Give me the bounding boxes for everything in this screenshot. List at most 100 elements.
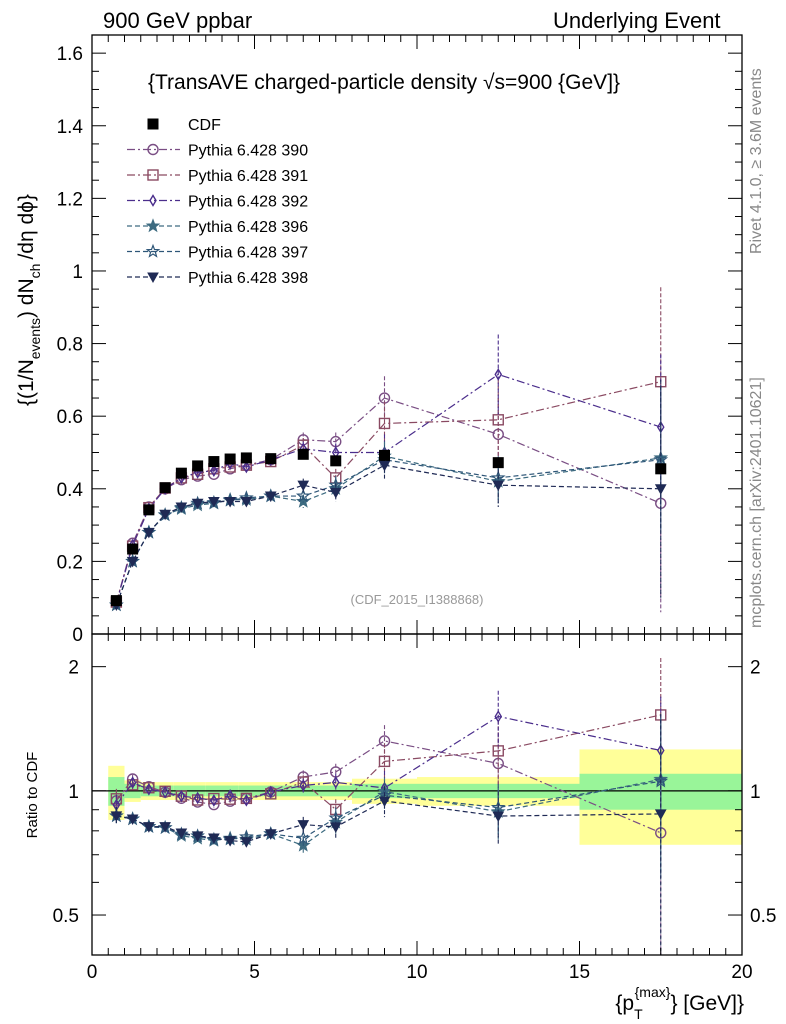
data-point: [126, 814, 139, 826]
x-tick-label: 20: [731, 962, 752, 983]
data-point: [378, 417, 391, 430]
data-point: [224, 836, 236, 847]
analysis-tag: (CDF_2015_I1388868): [351, 592, 484, 607]
data-point: [147, 143, 159, 156]
series-pythia-6.428-390: [110, 376, 667, 613]
data-point: [143, 822, 155, 833]
data-point: [242, 793, 251, 807]
ratio-series-pythia-6.428-398: [110, 713, 667, 955]
legend-label: Pythia 6.428 397: [188, 245, 308, 262]
data-point: [330, 455, 342, 467]
legend-entry: Pythia 6.428 396: [127, 218, 308, 236]
data-point: [295, 493, 311, 508]
data-point: [329, 487, 342, 499]
legend-label: Pythia 6.428 396: [188, 219, 308, 236]
series-cdf: [110, 448, 667, 607]
data-point: [297, 480, 310, 492]
header-left: 900 GeV ppbar: [103, 8, 253, 33]
x-axis-label: {pT{max}} [GeV]}: [615, 984, 744, 1022]
legend-entry: Pythia 6.428 392: [127, 194, 308, 211]
data-point: [224, 453, 236, 465]
data-point: [161, 785, 169, 799]
legend-entry: Pythia 6.428 398: [127, 270, 308, 287]
data-point: [240, 452, 252, 464]
y-tick-label: 0.2: [57, 552, 83, 573]
legend-entry: Pythia 6.428 397: [127, 243, 308, 262]
y-tick-label: 0.4: [57, 480, 84, 501]
ratio-tick-label-right: 2: [750, 658, 761, 679]
data-point: [329, 822, 342, 833]
x-tick-label: 0: [87, 962, 98, 983]
data-point: [494, 710, 503, 723]
data-point: [145, 218, 161, 233]
data-point: [191, 794, 204, 806]
data-point: [175, 828, 188, 840]
x-tick-label: 15: [569, 962, 590, 983]
data-point: [147, 118, 159, 130]
data-point: [147, 272, 159, 284]
data-point: [494, 368, 503, 381]
data-point: [295, 488, 311, 503]
data-point: [143, 527, 155, 539]
legend: CDF Pythia 6.428 390 Pythia 6.428 391 Pythi…: [127, 117, 308, 287]
header-right: Underlying Event: [553, 8, 721, 33]
data-point: [192, 460, 204, 472]
data-point: [378, 755, 391, 768]
data-point: [193, 791, 202, 805]
data-point: [110, 811, 123, 822]
data-point: [297, 820, 310, 831]
data-point: [145, 243, 161, 258]
data-point: [240, 837, 253, 848]
series-line: [115, 381, 661, 603]
data-point: [128, 776, 137, 789]
legend-entry: Pythia 6.428 391: [127, 168, 308, 185]
data-point: [328, 810, 344, 825]
ratio-series-line: [116, 780, 661, 841]
ratio-tick-label-right: 0.5: [750, 906, 776, 927]
data-point: [653, 452, 669, 466]
ratio-tick-label: 2: [68, 658, 79, 679]
y-tick-label: 1.6: [57, 44, 83, 65]
data-point: [378, 460, 391, 472]
data-point: [159, 509, 171, 521]
legend-label: Pythia 6.428 392: [188, 194, 308, 211]
data-point: [208, 456, 220, 468]
data-point: [655, 463, 667, 475]
data-point: [210, 464, 218, 477]
series-pythia-6.428-391: [110, 287, 667, 608]
y-axis-label: {(1/Nevents) dNch/dη dϕ}: [15, 194, 43, 406]
data-point: [331, 776, 340, 789]
data-point: [492, 414, 504, 426]
data-point: [266, 785, 275, 799]
data-point: [208, 496, 220, 508]
series-line: [115, 373, 661, 604]
y-tick-label: 0: [72, 625, 83, 646]
series-pythia-6.428-397: [109, 387, 669, 612]
data-point: [143, 504, 155, 516]
data-point: [224, 496, 236, 508]
data-point: [143, 782, 155, 794]
data-point: [147, 169, 159, 181]
ratio-y-axis-label: Ratio to CDF: [24, 752, 41, 839]
data-point: [328, 477, 344, 492]
data-point: [149, 194, 157, 207]
data-point: [492, 811, 505, 823]
legend-label: Pythia 6.428 391: [188, 168, 308, 185]
series-layer: [109, 287, 669, 955]
data-point: [191, 831, 204, 842]
data-point: [226, 788, 234, 802]
data-point: [127, 543, 139, 555]
ratio-series-line: [116, 778, 661, 847]
data-point: [110, 595, 122, 607]
data-point: [295, 830, 311, 845]
data-point: [654, 484, 667, 495]
x-tick-label: 5: [249, 962, 260, 983]
legend-label: Pythia 6.428 390: [188, 143, 308, 160]
data-point: [208, 833, 220, 845]
y-tick-label: 1.2: [57, 189, 83, 210]
y-tick-label: 1.4: [57, 117, 84, 138]
series-line: [115, 455, 661, 606]
y-tick-label: 1: [72, 262, 83, 283]
y-tick-label: 0.8: [57, 335, 83, 356]
